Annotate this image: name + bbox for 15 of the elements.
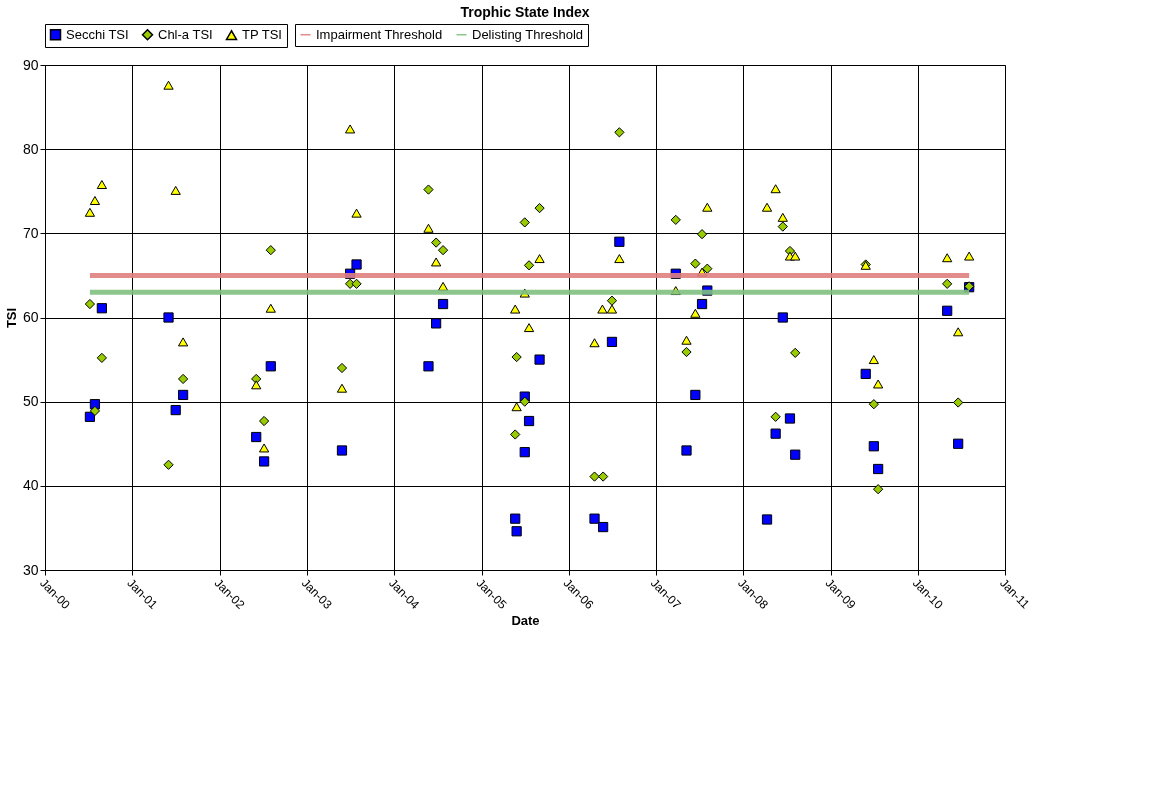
y-tick-label: 90: [22, 56, 39, 73]
legend-label: Impairment Threshold: [316, 26, 443, 42]
y-tick-label: 80: [22, 140, 39, 157]
y-tick-label: 50: [22, 393, 39, 410]
y-tick-label: 40: [22, 477, 39, 494]
y-axis-title: TSI: [3, 307, 19, 329]
y-tick-label: 70: [22, 224, 39, 241]
legend-label: TP TSI: [242, 27, 282, 43]
x-axis-title: Date: [511, 613, 540, 629]
y-tick-label: 60: [22, 309, 39, 325]
chart-title: Trophic State Index: [460, 3, 590, 20]
legend-label: Chl-a TSI: [158, 26, 213, 42]
y-tick-label: 30: [22, 561, 39, 578]
legend-label: Secchi TSI: [66, 26, 129, 42]
legend-label: Delisting Threshold: [472, 26, 584, 42]
